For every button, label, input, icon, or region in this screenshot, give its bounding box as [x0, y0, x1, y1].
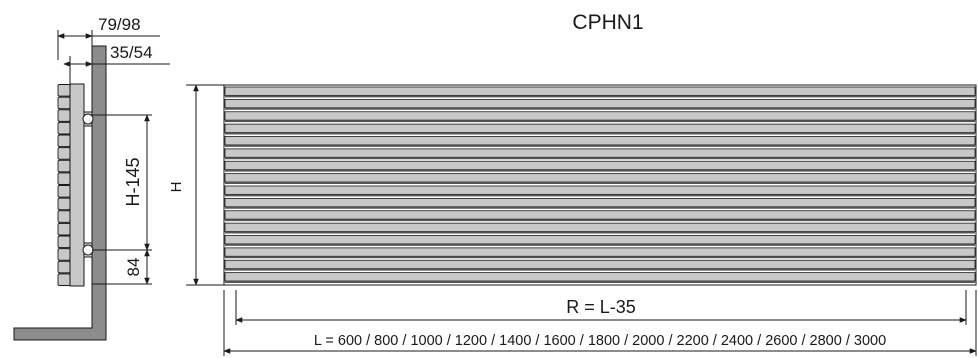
front-tube — [224, 160, 976, 171]
side-tube — [57, 185, 71, 198]
side-tube — [57, 197, 71, 211]
connection-spacing-label: H-145 — [123, 157, 143, 206]
collector-bar — [69, 83, 85, 287]
front-tube — [224, 222, 976, 232]
diagram-title: CPHN1 — [572, 11, 643, 34]
front-tube — [224, 136, 976, 146]
upper-bracket — [82, 111, 94, 127]
side-tube-stack — [57, 84, 71, 286]
front-tube — [224, 235, 976, 245]
side-tube — [57, 172, 71, 185]
front-tube — [224, 259, 976, 270]
side-tube — [57, 147, 71, 160]
lower-bracket — [82, 242, 94, 258]
total-depth-label: 79/98 — [98, 15, 141, 34]
side-tube — [57, 260, 71, 274]
side-tube — [57, 134, 71, 148]
front-tube — [224, 123, 976, 133]
length-options-label: L = 600 / 800 / 1000 / 1200 / 1400 / 160… — [314, 333, 886, 349]
r-formula-label: R = L-35 — [566, 297, 636, 317]
front-tube — [224, 86, 976, 96]
front-tube — [224, 173, 976, 183]
bracket-depth-label: 35/54 — [110, 43, 153, 62]
side-tube — [57, 121, 71, 135]
side-tube — [57, 84, 71, 97]
wall-profile — [13, 45, 107, 341]
side-tube — [57, 273, 71, 286]
front-tube — [224, 111, 976, 121]
side-tube — [57, 235, 71, 249]
side-tube — [57, 210, 71, 223]
front-tube — [224, 185, 976, 195]
side-tube — [57, 109, 71, 122]
front-tube — [224, 210, 976, 220]
front-tube — [224, 148, 976, 158]
front-tube — [224, 272, 976, 282]
side-tube — [57, 222, 71, 236]
front-view: H R = L-35 L = 600 / 800 / 1000 / 1200 /… — [168, 84, 977, 356]
height-label: H — [168, 182, 185, 193]
side-tube — [57, 248, 71, 261]
front-tube — [224, 197, 976, 208]
bottom-offset-label: 84 — [124, 258, 143, 277]
front-tube — [224, 247, 976, 257]
front-tube-stack — [224, 86, 976, 283]
side-view: 79/98 35/54 H-145 84 — [13, 15, 170, 341]
side-tube — [57, 159, 71, 173]
front-tube — [224, 98, 976, 109]
side-tube — [57, 96, 71, 110]
